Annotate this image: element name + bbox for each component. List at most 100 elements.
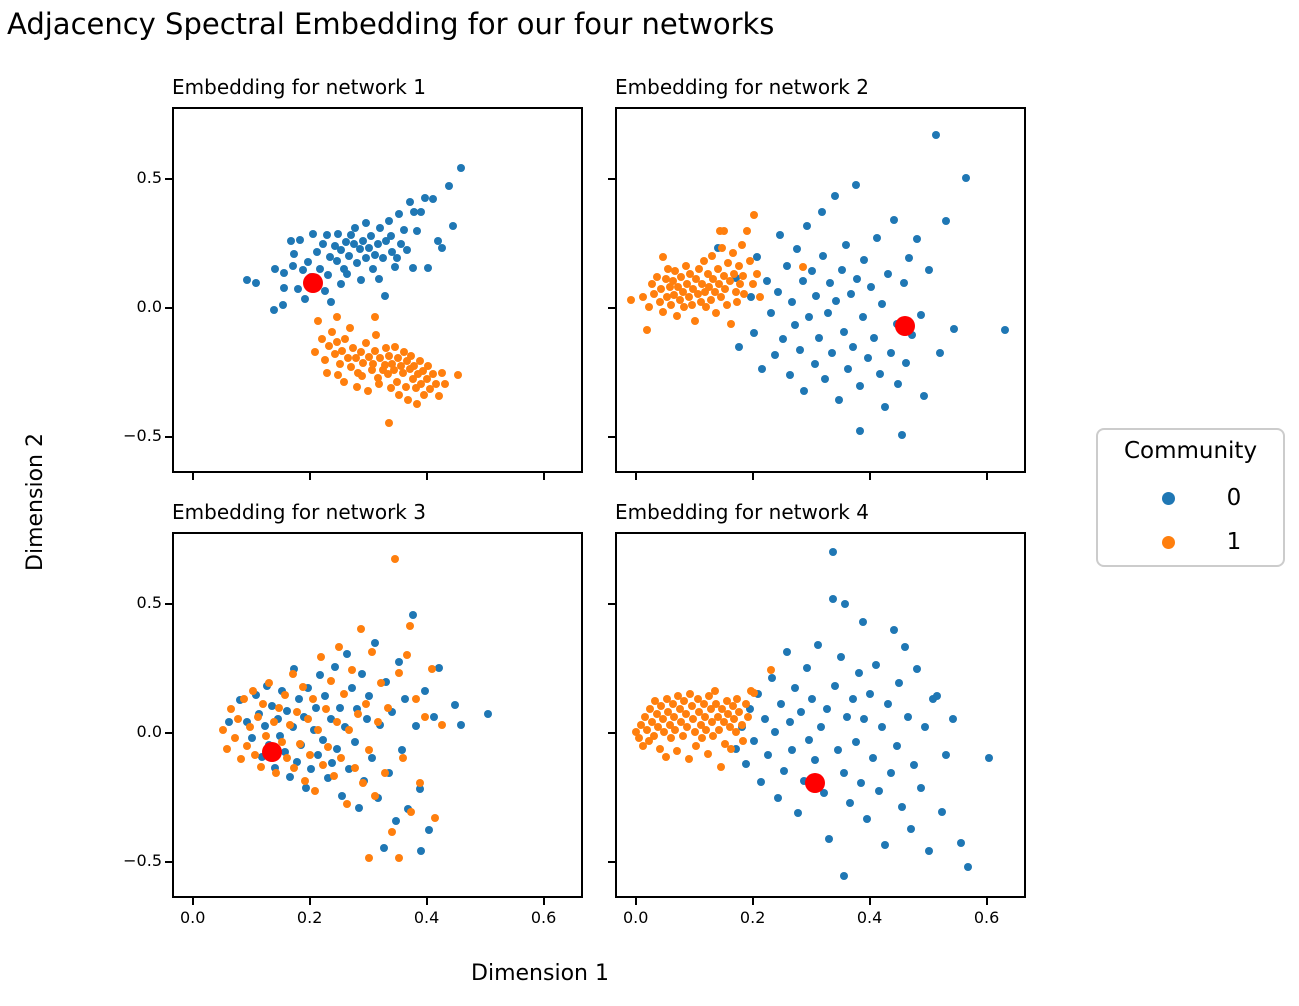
community-1-point	[674, 692, 683, 701]
community-1-point	[334, 371, 343, 380]
community-0-point	[877, 723, 886, 732]
community-0-point	[279, 283, 288, 292]
community-1-point	[295, 739, 304, 748]
community-1-point	[395, 390, 404, 399]
community-1-point	[316, 653, 325, 662]
community-1-point	[375, 380, 384, 389]
community-0-point	[805, 735, 814, 744]
community-1-point	[627, 295, 636, 304]
community-0-point	[883, 699, 892, 708]
community-0-point	[714, 243, 723, 252]
community-0-point	[904, 712, 913, 721]
community-1-point	[406, 622, 415, 631]
community-1-point	[728, 249, 737, 258]
community-1-point	[690, 728, 699, 737]
community-0-point	[298, 266, 307, 275]
community-0-point	[316, 671, 325, 680]
community-0-point	[236, 695, 245, 704]
community-0-point	[379, 844, 388, 853]
community-1-point	[743, 712, 752, 721]
community-0-point	[920, 392, 928, 401]
community-0-point	[286, 237, 295, 246]
community-0-point	[312, 704, 321, 713]
community-0-point	[368, 264, 377, 273]
community-1-point	[635, 734, 644, 743]
community-0-point	[941, 216, 950, 225]
community-1-point	[248, 686, 257, 695]
community-1-point	[750, 210, 759, 219]
community-0-point	[775, 231, 784, 240]
community-1-point	[705, 692, 714, 701]
community-1-point	[711, 288, 720, 297]
community-0-point	[895, 679, 904, 688]
community-1-point	[414, 369, 423, 378]
subplot-2-title: Embedding for network 2	[615, 75, 869, 99]
community-0-point	[336, 279, 345, 288]
community-1-point	[671, 267, 680, 276]
community-1-point	[384, 704, 393, 713]
community-0-point	[350, 240, 359, 249]
community-0-point	[773, 793, 782, 802]
community-1-point	[680, 303, 689, 312]
community-0-point	[370, 251, 379, 260]
community-1-point	[649, 731, 658, 740]
community-1-point	[661, 752, 670, 761]
community-1-point	[644, 737, 653, 746]
community-1-point	[365, 854, 374, 863]
community-1-point	[342, 800, 351, 809]
community-0-point	[782, 261, 791, 270]
community-0-point	[385, 217, 394, 226]
community-1-point	[324, 341, 333, 350]
community-1-point	[416, 779, 425, 788]
community-0-point	[424, 264, 433, 273]
community-0-point	[907, 824, 916, 833]
community-0-point	[845, 799, 854, 808]
community-0-point	[271, 265, 280, 274]
community-1-point	[382, 344, 391, 353]
community-0-point	[889, 215, 898, 224]
community-0-point	[268, 702, 277, 711]
community-0-point	[382, 237, 391, 246]
x-tick-mark	[425, 898, 428, 905]
x-tick-mark	[634, 473, 637, 480]
community-1-point	[434, 392, 443, 401]
community-0-point	[912, 235, 921, 244]
community-0-point	[842, 712, 851, 721]
community-1-point	[401, 382, 410, 391]
community-0-point	[288, 262, 297, 271]
community-1-point	[398, 753, 407, 762]
x-tick-mark	[751, 898, 754, 905]
community-1-point	[421, 712, 430, 721]
community-0-point	[429, 194, 438, 203]
community-1-point	[700, 288, 709, 297]
community-1-point	[670, 712, 679, 721]
x-tick-label: 0.2	[296, 908, 323, 927]
community-1-point	[402, 357, 411, 365]
community-0-point	[304, 684, 313, 693]
community-0-point	[281, 748, 290, 757]
community-0-point	[821, 375, 830, 384]
community-1-point	[655, 298, 664, 307]
community-1-point	[682, 261, 690, 270]
community-0-point	[421, 193, 430, 202]
community-1-point	[722, 697, 731, 706]
community-1-point	[648, 717, 657, 726]
x-tick-mark	[985, 473, 988, 480]
community-1-point	[351, 354, 360, 363]
community-1-point	[683, 723, 692, 732]
community-0-point	[278, 686, 287, 695]
y-tick-label: 0.0	[136, 721, 162, 741]
community-1-point	[429, 369, 438, 378]
x-tick-label: 0.0	[622, 908, 649, 927]
community-1-point	[737, 241, 746, 250]
community-0-point	[770, 728, 779, 737]
community-1-point	[237, 755, 246, 764]
community-1-point	[333, 312, 342, 321]
community-1-point	[353, 710, 362, 719]
subplot-3-title: Embedding for network 3	[172, 500, 426, 524]
community-1-point	[234, 715, 243, 724]
community-1-point	[310, 787, 319, 796]
community-0-point	[379, 254, 388, 263]
community-0-point	[398, 745, 407, 754]
community-1-point	[706, 295, 715, 304]
